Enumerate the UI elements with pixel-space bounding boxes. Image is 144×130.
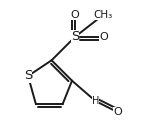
- Text: S: S: [71, 30, 79, 43]
- Text: S: S: [24, 69, 32, 82]
- Text: CH₃: CH₃: [94, 10, 113, 20]
- Text: O: O: [71, 10, 79, 20]
- Text: O: O: [113, 107, 122, 117]
- Text: H: H: [92, 96, 99, 106]
- Text: O: O: [99, 32, 108, 42]
